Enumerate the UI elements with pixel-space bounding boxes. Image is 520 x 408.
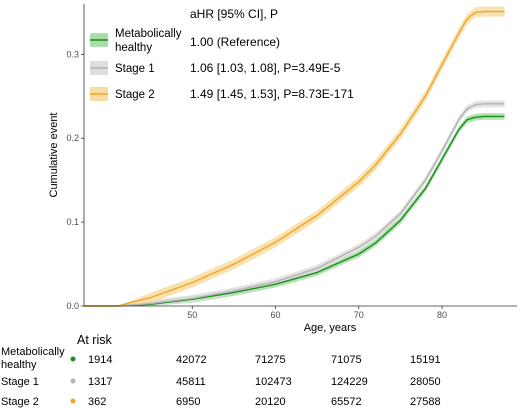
legend-stat-metabolically-healthy: 1.00 (Reference) [190, 35, 280, 49]
legend-label-stage-2: Stage 2 [115, 89, 155, 101]
at-risk-value: 362 [88, 396, 106, 408]
legend-header: aHR [95% CI], P [190, 7, 278, 21]
at-risk-marker-stage-1 [70, 378, 76, 384]
at-risk-value: 42072 [176, 354, 207, 366]
at-risk-value: 20120 [255, 396, 286, 408]
legend-label-stage-1: Stage 1 [115, 63, 155, 75]
at-risk-row-metabolically-healthy: Metabolically healthy 1914 42072 71275 7… [1, 346, 441, 371]
at-risk-value: 28050 [410, 376, 441, 388]
series-line-metabolically-healthy [84, 115, 505, 307]
at-risk-marker-metabolically-healthy [70, 356, 76, 362]
legend-label-metabolically-healthy-1: Metabolically [115, 28, 182, 40]
at-risk-value: 71075 [331, 354, 362, 366]
at-risk-value: 6950 [176, 396, 200, 408]
y-tick-label: 0.1 [66, 217, 79, 227]
at-risk-value: 45811 [176, 376, 206, 388]
at-risk-value: 71275 [255, 354, 286, 366]
at-risk-row-stage-2: Stage 2 362 6950 20120 65572 27588 [1, 396, 441, 408]
at-risk-title: At risk [77, 333, 112, 347]
series-line-stage-2 [84, 10, 505, 307]
at-risk-group-label: Stage 1 [1, 376, 39, 388]
y-ticks: 0.0 0.1 0.2 0.3 [66, 49, 84, 311]
x-tick-label: 70 [354, 310, 364, 320]
legend-stat-stage-1: 1.06 [1.03, 1.08], P=3.49E-5 [190, 61, 341, 75]
at-risk-marker-stage-2 [70, 398, 76, 404]
legend-entry-stage-1: Stage 1 1.06 [1.03, 1.08], P=3.49E-5 [90, 61, 341, 75]
x-tick-label: 80 [437, 310, 447, 320]
x-ticks: 50 60 70 80 [187, 306, 447, 320]
at-risk-value: 1914 [88, 354, 112, 366]
at-risk-group-label-2: healthy [1, 359, 37, 371]
y-axis-label: Cumulative event [48, 113, 60, 198]
y-tick-label: 0.0 [66, 301, 79, 311]
at-risk-value: 15191 [410, 354, 441, 366]
at-risk-value: 65572 [331, 396, 362, 408]
at-risk-group-label: Stage 2 [1, 396, 39, 408]
at-risk-value: 27588 [410, 396, 441, 408]
legend-entry-stage-2: Stage 2 1.49 [1.45, 1.53], P=8.73E-171 [90, 87, 354, 101]
x-axis-label: Age, years [304, 322, 357, 334]
y-tick-label: 0.3 [66, 49, 79, 59]
at-risk-row-stage-1: Stage 1 1317 45811 102473 124229 28050 [1, 376, 441, 388]
y-tick-label: 0.2 [66, 133, 79, 143]
legend-stat-stage-2: 1.49 [1.45, 1.53], P=8.73E-171 [190, 87, 354, 101]
at-risk-value: 1317 [88, 376, 112, 388]
series-line-stage-1 [84, 103, 505, 307]
legend-entry-metabolically-healthy: Metabolically healthy 1.00 (Reference) [89, 28, 280, 54]
legend-label-metabolically-healthy-2: healthy [115, 42, 152, 54]
plot-layer [84, 6, 505, 307]
at-risk-value: 102473 [255, 376, 292, 388]
x-tick-label: 50 [187, 310, 197, 320]
at-risk-group-label-1: Metabolically [1, 346, 65, 358]
at-risk-value: 124229 [331, 376, 368, 388]
x-tick-label: 60 [271, 310, 281, 320]
